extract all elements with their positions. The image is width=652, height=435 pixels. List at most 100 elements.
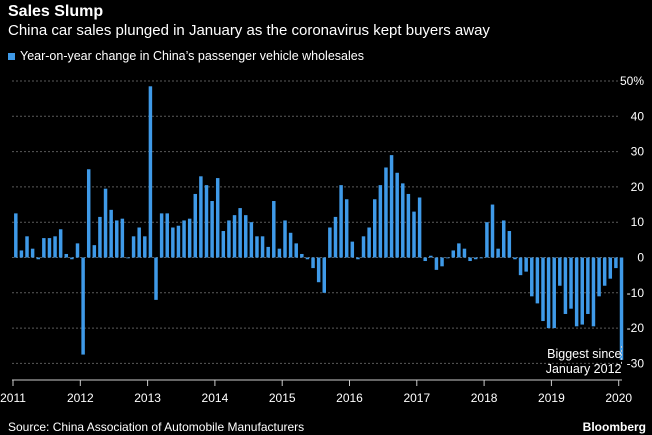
annotation-line-1: Biggest since xyxy=(547,347,621,361)
bar xyxy=(423,257,427,262)
bar xyxy=(434,257,439,270)
bar xyxy=(580,257,584,325)
bar xyxy=(193,193,198,258)
bar xyxy=(322,257,326,293)
bar xyxy=(42,238,46,258)
bar xyxy=(137,227,141,258)
y-tick-label: -30 xyxy=(627,356,645,370)
x-tick-label: 2019 xyxy=(538,391,565,405)
bar xyxy=(468,257,472,262)
bar xyxy=(176,225,181,258)
bar xyxy=(574,257,579,327)
bar xyxy=(53,236,57,258)
bar xyxy=(311,257,315,269)
bar xyxy=(30,248,35,258)
bar xyxy=(154,257,158,300)
bar xyxy=(120,218,125,258)
bar xyxy=(401,183,405,258)
x-tick-label: 2020 xyxy=(605,391,632,405)
bar xyxy=(496,248,500,258)
bar xyxy=(608,257,613,279)
bar xyxy=(530,257,534,297)
bar xyxy=(440,257,444,267)
bar xyxy=(238,208,242,258)
bar xyxy=(58,229,63,258)
bar xyxy=(98,216,102,258)
bar xyxy=(513,257,517,260)
legend: Year-on-year change in China’s passenger… xyxy=(8,49,364,63)
bar xyxy=(546,257,551,329)
bar xyxy=(255,236,259,258)
bar xyxy=(143,236,147,258)
y-tick-label: -20 xyxy=(627,321,645,335)
bar xyxy=(19,250,24,258)
bar xyxy=(266,246,270,258)
bar xyxy=(344,199,349,258)
bar xyxy=(115,220,119,258)
bar xyxy=(25,236,29,258)
bar xyxy=(75,243,80,258)
bar xyxy=(305,257,310,260)
bar xyxy=(501,220,506,258)
bar xyxy=(294,243,298,258)
bar xyxy=(288,232,293,258)
bar xyxy=(277,248,282,258)
chart-subtitle: China car sales plunged in January as th… xyxy=(8,22,490,39)
bar xyxy=(171,227,175,258)
x-tick-label: 2014 xyxy=(202,391,229,405)
bar xyxy=(367,227,371,258)
bar xyxy=(406,193,411,258)
y-tick-label: 50% xyxy=(620,74,644,88)
x-tick-label: 2018 xyxy=(471,391,498,405)
bar xyxy=(597,257,601,297)
bar xyxy=(283,220,287,258)
bar xyxy=(339,185,343,258)
annotation-line-2: January 2012 xyxy=(546,362,622,376)
bar xyxy=(558,257,562,286)
bars-layer xyxy=(14,86,624,360)
bar xyxy=(148,86,153,258)
bar xyxy=(361,236,366,258)
bar xyxy=(457,243,461,258)
bar xyxy=(14,213,18,258)
bar xyxy=(103,188,108,258)
bar xyxy=(507,231,512,258)
brand-logo: Bloomberg xyxy=(582,420,646,434)
x-tick-label: 2011 xyxy=(0,391,26,405)
bar xyxy=(199,176,203,258)
bar xyxy=(210,201,214,258)
bar xyxy=(378,185,383,258)
bar xyxy=(333,216,338,258)
bar xyxy=(249,222,254,258)
legend-label: Year-on-year change in China’s passenger… xyxy=(20,49,364,63)
chart-title: Sales Slump xyxy=(8,3,104,20)
axis-layer: 2011 2012 2013 2014 2015 2016 2017 2018 2019 2020 xyxy=(0,379,632,405)
bar xyxy=(384,167,388,258)
bar xyxy=(159,213,164,258)
bar xyxy=(109,209,113,258)
bar xyxy=(131,236,136,258)
legend-swatch xyxy=(8,52,15,60)
bar xyxy=(227,220,231,258)
bar xyxy=(300,253,304,258)
bar xyxy=(602,257,607,286)
bar xyxy=(373,199,377,258)
bar xyxy=(412,211,416,258)
y-tick-label: -10 xyxy=(627,286,645,300)
bar xyxy=(182,220,186,258)
bar xyxy=(244,215,248,258)
bar xyxy=(462,248,467,258)
x-tick-label: 2015 xyxy=(269,391,296,405)
bar xyxy=(92,245,97,258)
bar xyxy=(586,257,590,314)
y-tick-label: 30 xyxy=(631,145,645,159)
bar xyxy=(350,241,355,258)
bar xyxy=(86,169,91,258)
bar xyxy=(70,257,74,260)
bar xyxy=(485,222,489,258)
bar xyxy=(417,197,422,258)
bar xyxy=(563,257,568,314)
bar xyxy=(389,155,394,258)
source-note: Source: China Association of Automobile … xyxy=(8,420,305,434)
